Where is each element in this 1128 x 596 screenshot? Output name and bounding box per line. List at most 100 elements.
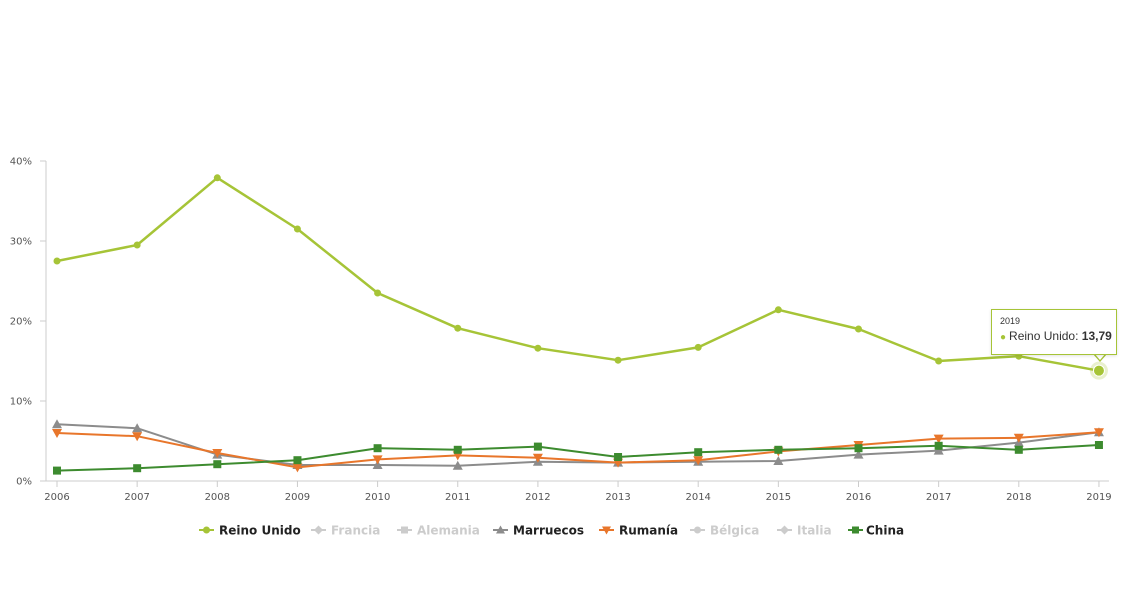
data-point-circle-icon[interactable] <box>293 225 301 233</box>
data-point-triangle-icon[interactable] <box>372 460 383 469</box>
data-point-circle-icon[interactable] <box>774 306 782 314</box>
data-point-triangle-down-icon[interactable] <box>372 455 383 465</box>
data-point-circle-icon[interactable] <box>53 257 61 265</box>
y-tick-label: 40% <box>10 157 32 168</box>
x-tick-label: 2015 <box>766 492 791 503</box>
tooltip-series-dot-icon: ● <box>1000 332 1007 343</box>
data-point-triangle-down-icon[interactable] <box>1093 428 1104 438</box>
legend-label: Rumanía <box>619 524 678 538</box>
data-point-circle-icon[interactable] <box>133 241 141 249</box>
data-point-square-icon[interactable] <box>614 453 623 461</box>
series-layer <box>52 174 1108 475</box>
data-point-circle-icon[interactable] <box>374 289 382 297</box>
data-point-square-icon[interactable] <box>1094 441 1103 449</box>
data-point-triangle-down-icon[interactable] <box>292 463 303 473</box>
legend-label: Francia <box>331 524 380 538</box>
series-marruecos[interactable] <box>52 419 1104 470</box>
tooltip-value: 13,79 <box>1081 329 1112 343</box>
legend-label: Italia <box>797 524 832 538</box>
x-tick-label: 2014 <box>685 492 710 503</box>
data-point-square-icon[interactable] <box>133 464 142 473</box>
x-tick-label: 2009 <box>285 492 310 503</box>
x-tick-label: 2019 <box>1086 492 1111 503</box>
legend-diamond-icon <box>780 525 789 535</box>
legend-diamond-icon <box>314 525 323 535</box>
data-point-circle-icon[interactable] <box>855 325 862 333</box>
legend-item-francia[interactable]: Francia <box>311 524 380 538</box>
data-point-triangle-down-icon[interactable] <box>52 429 62 438</box>
data-point-triangle-down-icon[interactable] <box>1013 433 1024 443</box>
legend-item-marruecos[interactable]: Marruecos <box>493 524 584 538</box>
data-point-triangle-icon[interactable] <box>132 423 143 433</box>
y-tick-label: 30% <box>10 237 32 248</box>
y-axis: 0% 10% 20% 30% 40% <box>10 157 47 488</box>
data-point-triangle-icon[interactable] <box>452 460 463 470</box>
x-tick-label: 2010 <box>365 492 390 503</box>
data-point-triangle-down-icon[interactable] <box>212 449 223 458</box>
tooltip-series-name: Reino Unido: <box>1009 329 1079 343</box>
legend-circle-icon <box>694 526 701 534</box>
legend-square-icon <box>852 526 859 534</box>
legend-item-china[interactable]: China <box>848 524 904 538</box>
x-tick-label: 2013 <box>605 492 630 503</box>
data-point-circle-icon[interactable] <box>534 344 542 352</box>
data-point-triangle-icon[interactable] <box>773 456 784 465</box>
legend-triangle-icon <box>496 525 505 534</box>
series-rumania[interactable] <box>52 428 1104 473</box>
data-point-square-icon[interactable] <box>213 460 222 469</box>
legend-label: Bélgica <box>710 524 759 538</box>
legend-label: Alemania <box>417 524 480 538</box>
hovered-point-icon[interactable] <box>1092 364 1105 377</box>
data-point-triangle-down-icon[interactable] <box>933 434 944 444</box>
data-point-circle-icon[interactable] <box>213 174 221 182</box>
data-point-triangle-down-icon[interactable] <box>693 456 704 466</box>
legend-square-icon <box>401 526 408 534</box>
data-point-circle-icon[interactable] <box>454 324 462 332</box>
x-tick-label: 2011 <box>445 492 470 503</box>
data-point-square-icon[interactable] <box>854 444 863 453</box>
data-point-circle-icon[interactable] <box>935 357 943 365</box>
legend: Reino Unido Francia Alemania Marruecos Ruman… <box>199 524 904 538</box>
data-point-square-icon[interactable] <box>373 444 382 453</box>
legend-item-rumania[interactable]: Rumanía <box>599 524 678 538</box>
x-axis: 2006 2007 2008 2009 2010 2011 2012 2013 2014 2015… <box>44 480 1112 503</box>
x-tick-label: 2016 <box>846 492 871 503</box>
data-point-square-icon[interactable] <box>53 466 61 475</box>
x-tick-label: 2008 <box>205 492 230 503</box>
legend-label: Reino Unido <box>219 524 301 538</box>
data-point-triangle-down-icon[interactable] <box>132 432 143 442</box>
tooltip: 2019 ● Reino Unido: 13,79 <box>991 309 1117 355</box>
data-point-square-icon[interactable] <box>293 456 302 465</box>
x-tick-label: 2017 <box>926 492 951 503</box>
data-point-square-icon[interactable] <box>453 445 462 454</box>
data-point-triangle-down-icon[interactable] <box>532 453 543 463</box>
data-point-square-icon[interactable] <box>774 445 783 454</box>
data-point-circle-icon[interactable] <box>614 356 622 364</box>
legend-item-reino-unido[interactable]: Reino Unido <box>199 524 301 538</box>
series-china[interactable] <box>53 441 1103 475</box>
tooltip-row: ● Reino Unido: 13,79 <box>1000 329 1112 343</box>
data-point-square-icon[interactable] <box>694 448 703 457</box>
data-point-triangle-icon[interactable] <box>853 449 864 459</box>
legend-circle-icon <box>203 526 210 534</box>
data-point-triangle-icon[interactable] <box>933 445 944 455</box>
tooltip-arrow-inner <box>1094 353 1106 360</box>
y-tick-label: 20% <box>10 317 32 328</box>
x-tick-label: 2012 <box>525 492 550 503</box>
x-tick-label: 2007 <box>124 492 149 503</box>
legend-label: China <box>866 524 904 538</box>
data-point-square-icon[interactable] <box>934 441 943 450</box>
y-tick-label: 10% <box>10 397 32 408</box>
legend-triangle-down-icon <box>602 526 611 535</box>
legend-item-italia[interactable]: Italia <box>777 524 832 538</box>
series-reino-unido[interactable] <box>53 174 1103 375</box>
data-point-circle-icon[interactable] <box>694 343 702 351</box>
data-point-square-icon[interactable] <box>533 442 542 451</box>
data-point-triangle-icon[interactable] <box>52 419 62 429</box>
legend-item-alemania[interactable]: Alemania <box>397 524 480 538</box>
data-point-square-icon[interactable] <box>1014 445 1023 454</box>
legend-item-belgica[interactable]: Bélgica <box>690 524 759 538</box>
y-tick-label: 0% <box>16 477 32 488</box>
legend-label: Marruecos <box>513 524 584 538</box>
